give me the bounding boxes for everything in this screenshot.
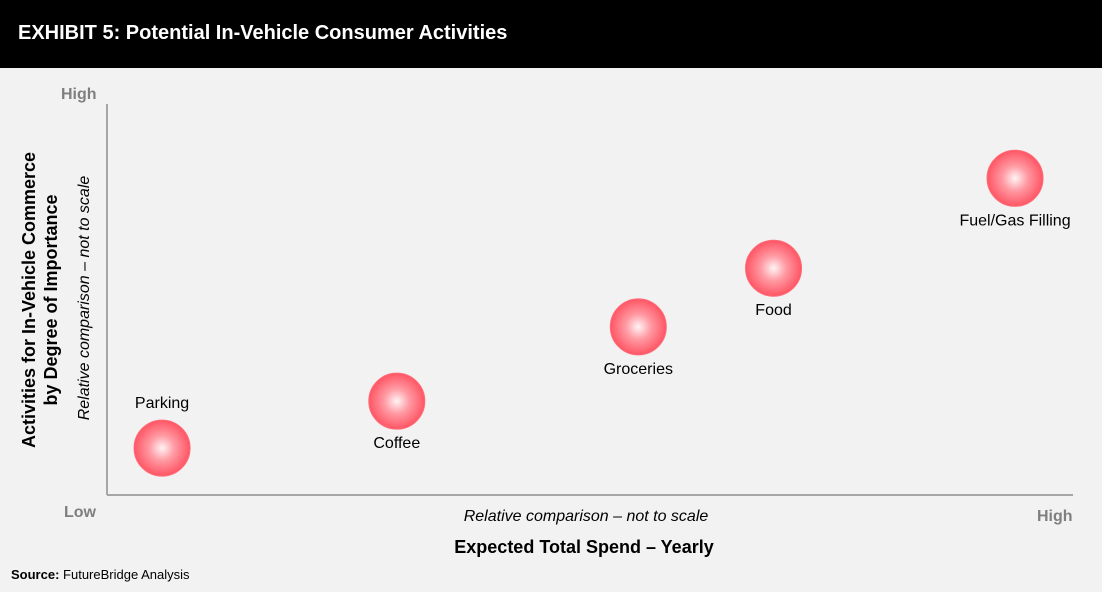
source-label: Source: bbox=[11, 567, 60, 582]
data-label-parking: Parking bbox=[135, 395, 189, 412]
chart-title: EXHIBIT 5: Potential In-Vehicle Consumer… bbox=[18, 22, 508, 44]
x-tick-high: High bbox=[1037, 508, 1073, 525]
y-axis-label-line-2: by Degree of Importance bbox=[41, 194, 61, 406]
data-label-coffee: Coffee bbox=[373, 435, 420, 452]
exhibit-header: EXHIBIT 5: Potential In-Vehicle Consumer… bbox=[0, 0, 1102, 68]
data-point-food bbox=[745, 239, 803, 297]
x-axis-note: Relative comparison – not to scale bbox=[463, 508, 709, 525]
data-label-fuel-gas-filling: Fuel/Gas Filling bbox=[959, 212, 1070, 229]
data-label-groceries: Groceries bbox=[604, 361, 673, 378]
data-point-fuel-gas-filling bbox=[986, 149, 1044, 207]
y-axis-label-line-1: Activities for In-Vehicle Commerce bbox=[19, 151, 39, 449]
data-point-parking bbox=[133, 419, 191, 477]
data-point-groceries bbox=[609, 298, 667, 356]
x-tick-low: Low bbox=[64, 504, 96, 521]
x-axis-label: Expected Total Spend – Yearly bbox=[454, 537, 714, 557]
source-text: FutureBridge Analysis bbox=[63, 567, 190, 582]
y-axis-label: Activities for In-Vehicle Commerce by De… bbox=[18, 152, 62, 448]
y-axis-note: Relative comparison – not to scale bbox=[76, 175, 93, 421]
data-point-coffee bbox=[368, 372, 426, 430]
y-tick-high: High bbox=[61, 86, 97, 103]
data-label-food: Food bbox=[755, 302, 791, 319]
source-note: Source: FutureBridge Analysis bbox=[11, 567, 189, 582]
